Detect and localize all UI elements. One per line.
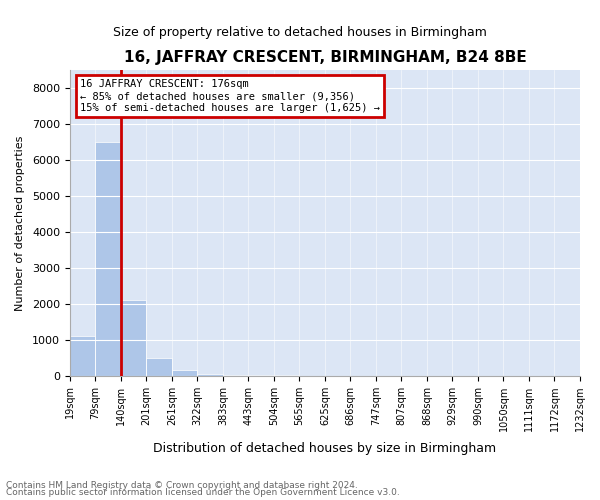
X-axis label: Distribution of detached houses by size in Birmingham: Distribution of detached houses by size …	[154, 442, 496, 455]
Text: Size of property relative to detached houses in Birmingham: Size of property relative to detached ho…	[113, 26, 487, 39]
Bar	[70, 336, 95, 376]
Bar	[121, 300, 146, 376]
Bar	[172, 370, 197, 376]
Title: 16, JAFFRAY CRESCENT, BIRMINGHAM, B24 8BE: 16, JAFFRAY CRESCENT, BIRMINGHAM, B24 8B…	[124, 50, 526, 65]
Bar	[146, 358, 172, 376]
Bar	[223, 375, 248, 376]
Bar	[95, 142, 121, 376]
Text: 16 JAFFRAY CRESCENT: 176sqm
← 85% of detached houses are smaller (9,356)
15% of : 16 JAFFRAY CRESCENT: 176sqm ← 85% of det…	[80, 80, 380, 112]
Text: Contains public sector information licensed under the Open Government Licence v3: Contains public sector information licen…	[6, 488, 400, 497]
Y-axis label: Number of detached properties: Number of detached properties	[15, 136, 25, 310]
Bar	[197, 374, 223, 376]
Text: Contains HM Land Registry data © Crown copyright and database right 2024.: Contains HM Land Registry data © Crown c…	[6, 480, 358, 490]
